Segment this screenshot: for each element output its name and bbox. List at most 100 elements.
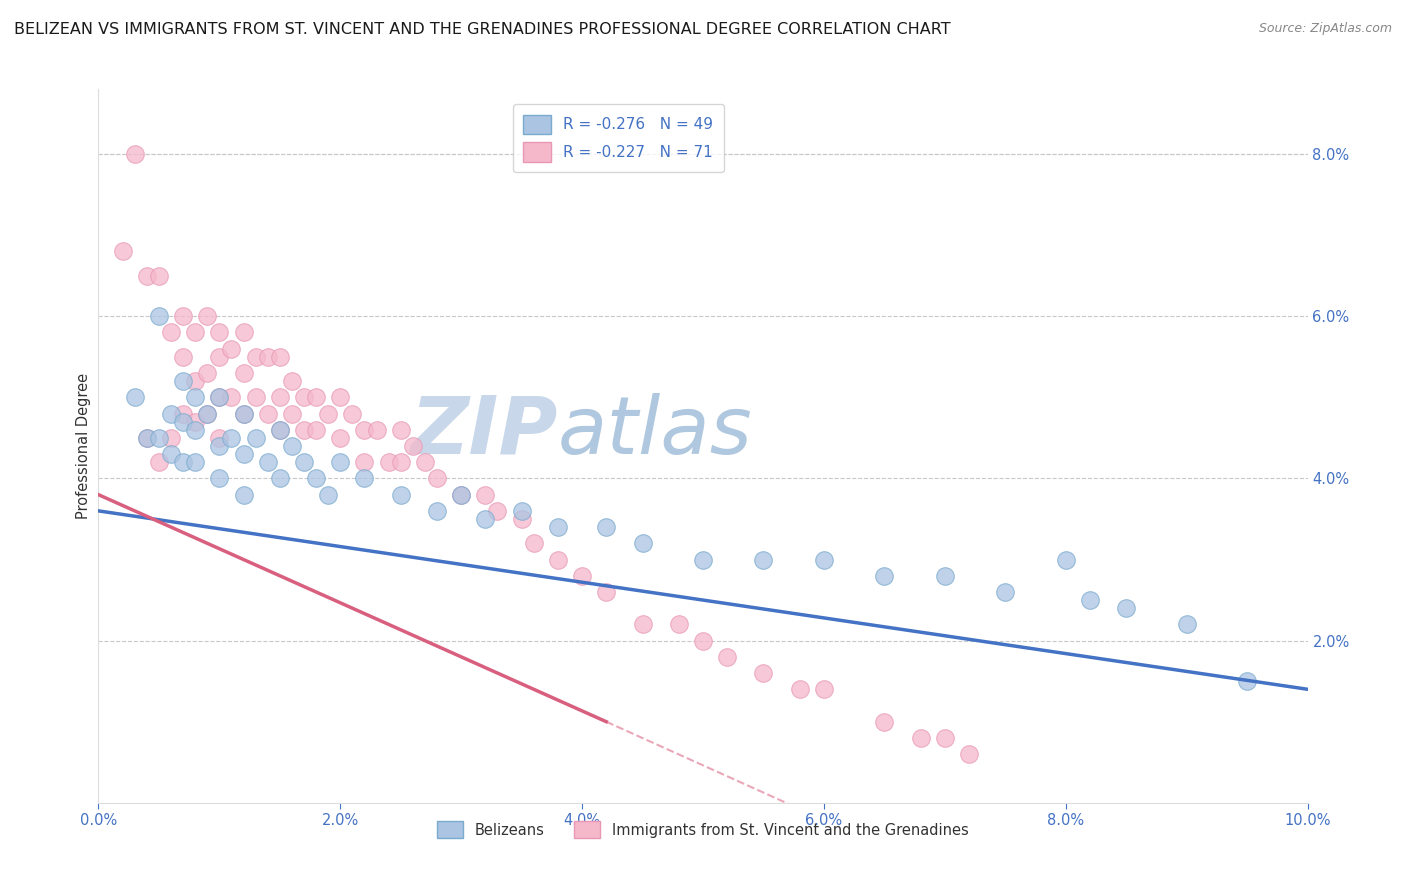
Point xyxy=(353,455,375,469)
Point xyxy=(1078,593,1101,607)
Point xyxy=(281,374,304,388)
Point xyxy=(305,471,328,485)
Point xyxy=(692,552,714,566)
Legend: Belizeans, Immigrants from St. Vincent and the Grenadines: Belizeans, Immigrants from St. Vincent a… xyxy=(430,814,976,846)
Point xyxy=(221,390,243,404)
Point xyxy=(184,374,207,388)
Point xyxy=(172,374,194,388)
Point xyxy=(752,552,775,566)
Point xyxy=(413,455,436,469)
Point xyxy=(595,585,617,599)
Point xyxy=(195,310,218,324)
Point xyxy=(135,431,157,445)
Point xyxy=(148,431,170,445)
Point xyxy=(329,431,352,445)
Point xyxy=(232,447,254,461)
Point xyxy=(184,415,207,429)
Point xyxy=(184,326,207,340)
Point xyxy=(184,390,207,404)
Point xyxy=(232,326,254,340)
Point xyxy=(873,714,896,729)
Point xyxy=(631,536,654,550)
Point xyxy=(547,520,569,534)
Point xyxy=(135,431,157,445)
Point xyxy=(208,439,231,453)
Point xyxy=(208,471,231,485)
Point xyxy=(195,407,218,421)
Text: ZIP: ZIP xyxy=(411,392,558,471)
Point xyxy=(124,390,146,404)
Point xyxy=(631,617,654,632)
Point xyxy=(474,488,496,502)
Point xyxy=(208,326,231,340)
Point xyxy=(232,488,254,502)
Point xyxy=(305,390,328,404)
Point xyxy=(353,471,375,485)
Point xyxy=(873,568,896,582)
Point xyxy=(934,568,956,582)
Point xyxy=(402,439,425,453)
Point xyxy=(245,350,267,364)
Point xyxy=(1054,552,1077,566)
Point xyxy=(172,350,194,364)
Point xyxy=(752,666,775,681)
Point xyxy=(172,455,194,469)
Point xyxy=(160,431,183,445)
Point xyxy=(256,407,278,421)
Point xyxy=(1236,674,1258,689)
Point xyxy=(148,455,170,469)
Point xyxy=(195,366,218,380)
Point xyxy=(195,407,218,421)
Point xyxy=(208,390,231,404)
Point xyxy=(316,488,339,502)
Text: atlas: atlas xyxy=(558,392,752,471)
Point xyxy=(366,423,388,437)
Point xyxy=(172,407,194,421)
Point xyxy=(292,390,315,404)
Point xyxy=(221,342,243,356)
Point xyxy=(934,731,956,745)
Point xyxy=(135,268,157,283)
Point xyxy=(124,147,146,161)
Point xyxy=(450,488,472,502)
Point xyxy=(571,568,593,582)
Point xyxy=(957,747,980,761)
Point xyxy=(910,731,932,745)
Y-axis label: Professional Degree: Professional Degree xyxy=(76,373,91,519)
Point xyxy=(377,455,399,469)
Point xyxy=(789,682,811,697)
Point xyxy=(342,407,364,421)
Point xyxy=(813,552,835,566)
Point xyxy=(148,310,170,324)
Point xyxy=(256,350,278,364)
Point xyxy=(716,649,738,664)
Point xyxy=(269,423,291,437)
Point xyxy=(1175,617,1198,632)
Point xyxy=(221,431,243,445)
Point xyxy=(281,407,304,421)
Point xyxy=(1115,601,1137,615)
Point xyxy=(692,633,714,648)
Point xyxy=(160,407,183,421)
Point xyxy=(389,423,412,437)
Point xyxy=(245,390,267,404)
Point xyxy=(329,390,352,404)
Point xyxy=(184,455,207,469)
Point xyxy=(148,268,170,283)
Text: BELIZEAN VS IMMIGRANTS FROM ST. VINCENT AND THE GRENADINES PROFESSIONAL DEGREE C: BELIZEAN VS IMMIGRANTS FROM ST. VINCENT … xyxy=(14,22,950,37)
Point xyxy=(256,455,278,469)
Point xyxy=(510,512,533,526)
Point xyxy=(523,536,546,550)
Point xyxy=(269,471,291,485)
Point xyxy=(208,431,231,445)
Point xyxy=(353,423,375,437)
Point xyxy=(269,390,291,404)
Point xyxy=(172,310,194,324)
Point xyxy=(426,504,449,518)
Point xyxy=(450,488,472,502)
Point xyxy=(160,447,183,461)
Point xyxy=(232,407,254,421)
Point xyxy=(184,423,207,437)
Point xyxy=(111,244,134,259)
Point xyxy=(813,682,835,697)
